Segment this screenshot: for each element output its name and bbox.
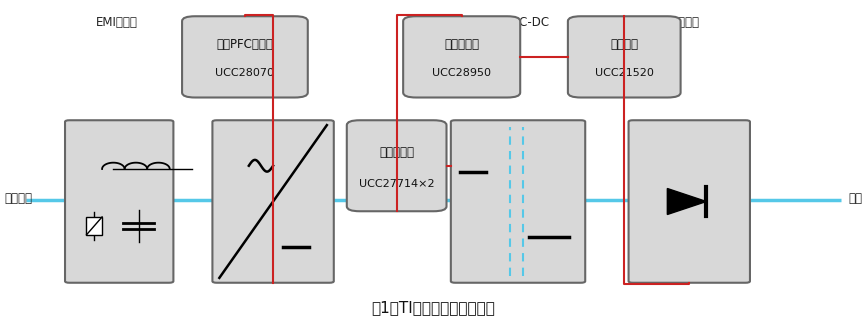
FancyBboxPatch shape: [451, 120, 585, 283]
Text: UCC21520: UCC21520: [595, 68, 654, 78]
Text: 半桥驱动器: 半桥驱动器: [379, 146, 414, 159]
FancyBboxPatch shape: [629, 120, 750, 283]
Text: UCC27714×2: UCC27714×2: [359, 179, 434, 189]
Text: UCC28070: UCC28070: [215, 68, 275, 78]
FancyBboxPatch shape: [87, 217, 102, 235]
Text: UCC28950: UCC28950: [432, 68, 492, 78]
Text: 交错PFC控制器: 交错PFC控制器: [217, 38, 273, 51]
Text: 隔离驱动: 隔离驱动: [610, 38, 638, 51]
Text: 移相全桥DC-DC: 移相全桥DC-DC: [482, 16, 550, 29]
Text: 交错 PFC: 交错 PFC: [253, 16, 293, 29]
Text: 同步整流: 同步整流: [671, 16, 699, 29]
Polygon shape: [668, 188, 707, 215]
FancyBboxPatch shape: [212, 120, 334, 283]
Text: 交流输入: 交流输入: [4, 192, 32, 205]
Text: EMI滤波器: EMI滤波器: [96, 16, 138, 29]
FancyBboxPatch shape: [182, 16, 308, 98]
FancyBboxPatch shape: [65, 120, 173, 283]
Text: 图1：TI大功率电源解决方案: 图1：TI大功率电源解决方案: [372, 300, 495, 315]
Text: 负载: 负载: [849, 192, 863, 205]
FancyBboxPatch shape: [568, 16, 681, 98]
FancyBboxPatch shape: [403, 16, 520, 98]
FancyBboxPatch shape: [347, 120, 447, 211]
Text: 全桥控制器: 全桥控制器: [444, 38, 479, 51]
